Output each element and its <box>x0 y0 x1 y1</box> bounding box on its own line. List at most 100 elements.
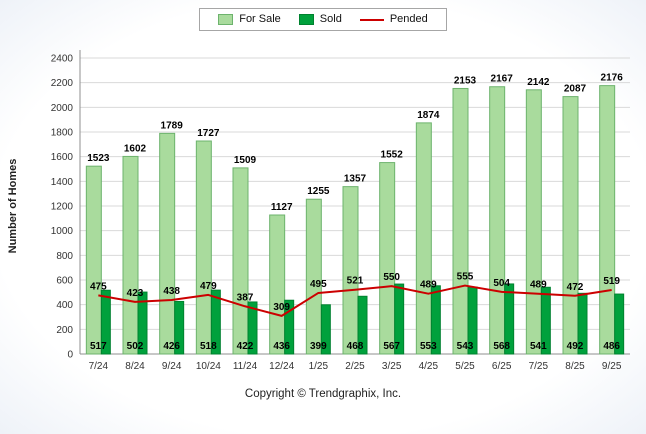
for-sale-value-label: 2167 <box>491 74 514 85</box>
bar-for-sale <box>232 167 249 355</box>
sold-value-label: 543 <box>457 341 474 352</box>
bar-for-sale <box>415 122 432 355</box>
x-tick-label: 5/25 <box>455 361 475 372</box>
x-tick-label: 7/25 <box>529 361 549 372</box>
y-tick-label: 0 <box>67 350 73 361</box>
pended-value-label: 521 <box>347 276 364 287</box>
bar-for-sale <box>269 214 286 355</box>
sold-value-label: 567 <box>383 341 400 352</box>
bar-for-sale <box>489 86 506 355</box>
for-sale-value-label: 1874 <box>417 110 440 121</box>
legend-item-for-sale: For Sale <box>218 14 281 25</box>
bar-sold <box>430 285 441 355</box>
y-tick-label: 800 <box>56 251 73 262</box>
y-tick-label: 1000 <box>51 226 74 237</box>
bar-for-sale <box>305 198 322 355</box>
x-tick-label: 11/24 <box>233 361 258 372</box>
y-tick-label: 1800 <box>51 128 74 139</box>
bar-for-sale <box>562 96 579 355</box>
for-sale-value-label: 2142 <box>527 77 550 88</box>
for-sale-value-label: 1357 <box>344 174 367 185</box>
pended-value-label: 555 <box>457 272 474 283</box>
bar-sold <box>614 293 625 355</box>
sold-value-label: 436 <box>273 341 290 352</box>
x-tick-label: 7/24 <box>89 361 109 372</box>
x-tick-label: 8/24 <box>125 361 145 372</box>
pended-value-label: 495 <box>310 279 327 290</box>
for-sale-value-label: 1523 <box>87 153 110 164</box>
sold-value-label: 518 <box>200 341 217 352</box>
bar-for-sale <box>379 162 396 355</box>
y-tick-label: 2200 <box>51 78 74 89</box>
sold-value-label: 568 <box>493 341 510 352</box>
y-tick-label: 1400 <box>51 177 74 188</box>
sold-value-label: 486 <box>603 341 620 352</box>
bar-for-sale <box>195 140 212 355</box>
for-sale-value-label: 1789 <box>161 120 184 131</box>
y-tick-label: 400 <box>56 300 73 311</box>
bar-for-sale <box>599 85 616 355</box>
x-tick-label: 1/25 <box>309 361 329 372</box>
sold-value-label: 468 <box>347 341 364 352</box>
sold-value-label: 541 <box>530 341 547 352</box>
y-tick-label: 2000 <box>51 103 74 114</box>
pended-value-label: 550 <box>383 272 400 283</box>
sold-value-label: 517 <box>90 341 107 352</box>
sold-value-label: 492 <box>567 341 584 352</box>
for-sale-value-label: 1509 <box>234 155 257 166</box>
legend-label-pended: Pended <box>389 13 428 25</box>
y-tick-label: 200 <box>56 325 73 336</box>
bar-sold <box>394 283 405 355</box>
bar-for-sale <box>452 87 469 355</box>
y-tick-label: 2400 <box>51 54 74 65</box>
bar-sold <box>284 299 295 355</box>
y-tick-label: 1200 <box>51 202 74 213</box>
pended-value-label: 519 <box>603 276 620 287</box>
chart: 0 200 400 600 800 1000 1200 1400 1600 1800 2000 220… <box>7 50 630 372</box>
x-tick-label: 3/25 <box>382 361 402 372</box>
for-sale-value-label: 1602 <box>124 143 147 154</box>
x-tick-label: 10/24 <box>196 361 221 372</box>
sold-value-label: 422 <box>237 341 254 352</box>
bar-sold <box>100 289 111 355</box>
x-tick-label: 8/25 <box>565 361 585 372</box>
x-tick-label: 12/24 <box>269 361 294 372</box>
bar-sold <box>504 283 515 355</box>
x-tick-label: 9/25 <box>602 361 622 372</box>
y-axis-title: Number of Homes <box>7 159 19 254</box>
pended-value-label: 423 <box>127 288 144 299</box>
copyright: Copyright © Trendgraphix, Inc. <box>244 388 402 400</box>
bar-for-sale <box>525 89 542 355</box>
x-tick-label: 4/25 <box>419 361 439 372</box>
for-sale-value-label: 2153 <box>454 75 477 86</box>
for-sale-value-label: 1552 <box>381 150 404 161</box>
x-tick-label: 6/25 <box>492 361 512 372</box>
pended-value-label: 387 <box>237 292 254 303</box>
for-sale-value-label: 1127 <box>271 202 293 213</box>
bar-sold <box>210 289 221 355</box>
y-tick-label: 600 <box>56 276 73 287</box>
legend-label-sold: Sold <box>319 13 342 25</box>
pended-value-label: 489 <box>530 280 547 291</box>
legend-box: For Sale Sold Pended <box>199 8 447 31</box>
for-sale-swatch-icon <box>218 14 234 25</box>
bar-sold <box>577 292 588 355</box>
legend: For Sale Sold Pended <box>0 0 646 38</box>
pended-value-label: 438 <box>163 286 180 297</box>
bar-for-sale <box>122 155 139 355</box>
bar-sold <box>540 286 551 355</box>
pended-value-label: 475 <box>90 281 107 292</box>
sold-value-label: 502 <box>127 341 144 352</box>
pended-value-label: 489 <box>420 280 437 291</box>
x-tick-label: 9/24 <box>162 361 182 372</box>
legend-item-sold: Sold <box>298 13 342 25</box>
bar-sold <box>174 300 185 355</box>
pended-value-label: 479 <box>200 281 217 292</box>
pended-value-label: 309 <box>273 302 290 313</box>
for-sale-value-label: 2176 <box>601 73 624 84</box>
pended-value-label: 504 <box>493 278 510 289</box>
bar-sold <box>137 291 148 355</box>
pended-value-label: 472 <box>567 282 584 293</box>
sold-value-label: 426 <box>163 341 180 352</box>
